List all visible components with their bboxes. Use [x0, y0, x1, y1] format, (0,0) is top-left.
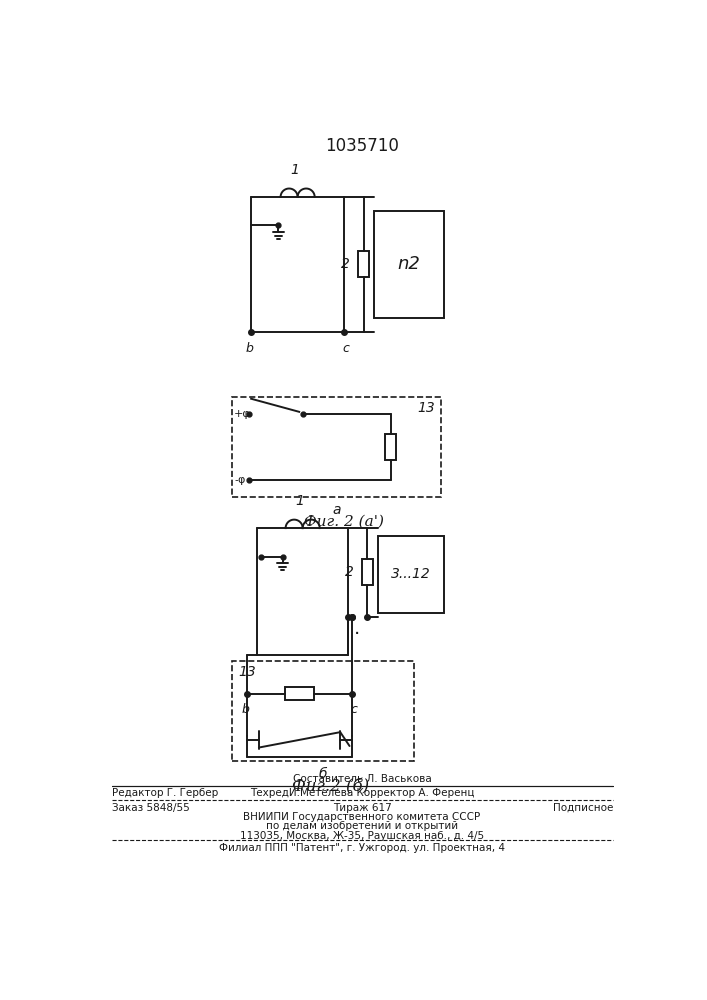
Text: ВНИИПИ Государственного комитета СССР: ВНИИПИ Государственного комитета СССР	[243, 812, 481, 822]
Bar	[232, 661, 414, 761]
Text: Фиг.2 (б): Фиг.2 (б)	[292, 778, 369, 795]
Text: b: b	[245, 342, 254, 355]
Text: 13: 13	[238, 665, 256, 679]
Text: 113035, Москва, Ж-35, Раушская наб., д. 4/5: 113035, Москва, Ж-35, Раушская наб., д. …	[240, 831, 484, 841]
Text: Подписное: Подписное	[553, 803, 613, 813]
Text: 13: 13	[417, 401, 435, 415]
Text: 2: 2	[341, 257, 349, 271]
Text: 1: 1	[295, 494, 304, 508]
Text: .: .	[354, 619, 361, 638]
Text: +φ: +φ	[234, 409, 251, 419]
Text: по делам изобретений и открытий: по делам изобретений и открытий	[266, 821, 458, 831]
Text: c: c	[350, 703, 357, 716]
Bar	[378, 536, 444, 613]
Text: Фиг. 2 (а'): Фиг. 2 (а')	[304, 514, 384, 528]
Text: б: б	[319, 767, 327, 781]
Text: 1035710: 1035710	[325, 137, 399, 155]
Text: Тираж 617: Тираж 617	[332, 803, 392, 813]
Text: n2: n2	[398, 255, 421, 273]
Text: Составитель Л. Васькова: Составитель Л. Васькова	[293, 774, 431, 784]
Bar	[385, 434, 396, 460]
Bar	[232, 397, 441, 497]
Text: b: b	[242, 703, 250, 716]
Text: ТехредИ.Метелева Корректор А. Ференц: ТехредИ.Метелева Корректор А. Ференц	[250, 788, 474, 798]
Text: 2: 2	[344, 565, 354, 579]
Text: c: c	[342, 342, 349, 355]
Bar	[374, 211, 444, 318]
Text: a: a	[332, 503, 341, 517]
Bar	[358, 251, 369, 277]
Text: 3...12: 3...12	[391, 567, 431, 581]
Text: Филиал ППП "Патент", г. Ужгород. ул. Проектная, 4: Филиал ППП "Патент", г. Ужгород. ул. Про…	[219, 843, 505, 853]
Text: Редактор Г. Гербер: Редактор Г. Гербер	[112, 788, 218, 798]
Text: -φ: -φ	[234, 475, 245, 485]
Bar	[362, 559, 373, 585]
Text: 1: 1	[290, 163, 299, 177]
Bar	[285, 687, 315, 700]
Text: Заказ 5848/55: Заказ 5848/55	[112, 803, 189, 813]
